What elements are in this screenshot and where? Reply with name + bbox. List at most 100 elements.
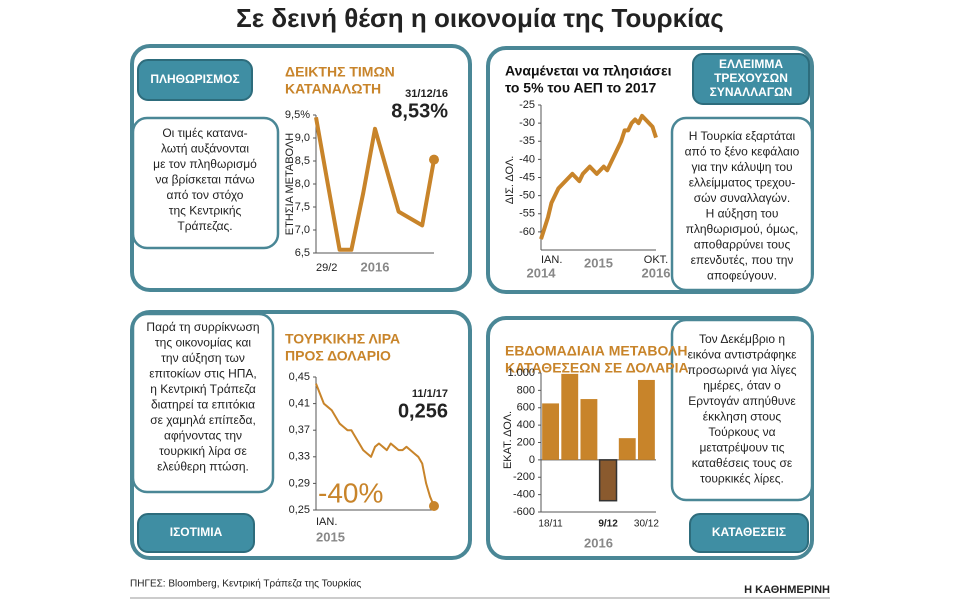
bar bbox=[561, 373, 579, 460]
description-line: καταθέσεις τους σε bbox=[692, 456, 793, 470]
y-tick-label: 9,0 bbox=[295, 132, 310, 144]
y-axis-label: ΕΚΑΤ. ΔΟΛ. bbox=[502, 411, 514, 469]
y-tick-label: -40 bbox=[519, 153, 535, 165]
description-line: Η αύξηση του bbox=[706, 207, 779, 221]
y-tick-label: 0,33 bbox=[289, 451, 310, 463]
y-tick-label: -400 bbox=[513, 489, 535, 501]
description-line: πληθωρισμού, όμως, bbox=[686, 222, 799, 236]
text-bubble bbox=[670, 318, 814, 502]
y-tick-label: -200 bbox=[513, 471, 535, 483]
year-label: 2014 bbox=[527, 265, 557, 280]
x-tick-label: 30/12 bbox=[634, 519, 659, 530]
chart-title: το 5% του ΑΕΠ το 2017 bbox=[505, 80, 656, 96]
x-tick-label: ΙΑΝ. bbox=[316, 516, 337, 528]
y-tick-label: -55 bbox=[519, 208, 535, 220]
y-tick-label: 600 bbox=[517, 402, 535, 414]
bar bbox=[598, 459, 618, 502]
panel-label: ΠΛΗΘΩΡΙΣΜΟΣ bbox=[150, 72, 239, 86]
year-label: 2015 bbox=[584, 255, 613, 270]
description-line: τουρκικές λίρες. bbox=[700, 472, 784, 486]
description-line: για την κάλυψη του bbox=[691, 160, 792, 174]
main-title: Σε δεινή θέση η οικονομία της Τουρκίας bbox=[236, 3, 724, 33]
panel-tab bbox=[137, 513, 255, 553]
description-line: προσωρινά για λίγες bbox=[687, 363, 796, 377]
description-line: σών συναλλαγών. bbox=[694, 191, 790, 205]
y-tick-label: 200 bbox=[517, 436, 535, 448]
chart-title: Αναμένεται να πλησιάσει bbox=[505, 63, 672, 79]
y-tick-label: -35 bbox=[519, 135, 535, 147]
chart-title: ΕΒΔΟΜΑΔΙΑΙΑ ΜΕΤΑΒΟΛΗ bbox=[505, 343, 687, 359]
x-axis-label: 2016 bbox=[584, 535, 613, 550]
y-tick-label: 0,25 bbox=[289, 504, 310, 516]
description-line: εικόνα αντιστράφηκε bbox=[688, 348, 798, 362]
description-line: Παρά τη συρρίκνωση bbox=[146, 320, 259, 334]
change-label: -40% bbox=[318, 477, 383, 508]
line bbox=[539, 113, 658, 240]
description-line: Οι τιμές κατανα- bbox=[162, 126, 247, 140]
panel-tab bbox=[692, 53, 810, 105]
y-tick-label: 7,5 bbox=[295, 201, 310, 213]
description-line: την αύξηση των bbox=[161, 351, 245, 365]
source: ΠΗΓΕΣ: Bloomberg, Κεντρική Τράπεζα της Τ… bbox=[130, 578, 361, 590]
y-tick-label: 0 bbox=[529, 454, 535, 466]
description-line: αποφεύγουν. bbox=[707, 269, 777, 283]
description-line: της οικονομίας και bbox=[155, 336, 251, 350]
x-tick-label: ΟΚΤ. bbox=[644, 254, 668, 266]
description-line: της Κεντρικής bbox=[169, 204, 242, 218]
y-tick-label: -600 bbox=[513, 506, 535, 518]
y-tick-label: -45 bbox=[519, 171, 535, 183]
y-tick-label: 9,5% bbox=[285, 109, 310, 121]
x-axis-label: 2015 bbox=[316, 529, 345, 544]
line bbox=[314, 116, 436, 252]
description-line: η Κεντρική Τράπεζα bbox=[150, 382, 256, 396]
description-line: Η Τουρκία εξαρτάται bbox=[689, 129, 796, 143]
annotation: 31/12/16 bbox=[405, 88, 448, 100]
annotation: 11/1/17 bbox=[412, 388, 448, 400]
x-tick-label: 29/2 bbox=[316, 262, 337, 274]
y-tick-label: 8,0 bbox=[295, 178, 310, 190]
y-tick-label: -30 bbox=[519, 117, 535, 129]
y-tick-label: 7,0 bbox=[295, 224, 310, 236]
x-tick-label: ΙΑΝ. bbox=[541, 254, 562, 266]
panel-tab bbox=[137, 59, 253, 101]
text-bubble bbox=[670, 116, 814, 292]
description-line: ελεύθερη πτώση. bbox=[157, 460, 249, 474]
y-tick-label: 0,29 bbox=[289, 477, 310, 489]
text-bubble bbox=[131, 116, 280, 250]
y-tick-label: -25 bbox=[519, 99, 535, 111]
description-line: ημέρες, όταν ο bbox=[703, 379, 781, 393]
bar bbox=[618, 438, 636, 460]
panel-label: ΤΡΕΧΟΥΣΩΝ bbox=[714, 71, 788, 85]
x-tick-label: 18/11 bbox=[538, 519, 563, 530]
y-tick-label: 8,5 bbox=[295, 155, 310, 167]
panel-label: ΣΥΝΑΛΛΑΓΩΝ bbox=[710, 85, 793, 99]
text-bubble bbox=[131, 312, 275, 494]
chart-title: ΤΟΥΡΚΙΚΗΣ ΛΙΡΑ bbox=[285, 331, 400, 347]
description-line: λωτή αυξάνονται bbox=[161, 142, 249, 156]
y-tick-label: 400 bbox=[517, 419, 535, 431]
description-line: σε χαμηλά επίπεδα, bbox=[150, 413, 256, 427]
panel-tab bbox=[689, 513, 809, 553]
description-line: ελλείμματος τρεχου- bbox=[689, 176, 796, 190]
description-line: επενδυτές, που την bbox=[691, 253, 794, 267]
y-tick-label: -50 bbox=[519, 190, 535, 202]
y-tick-label: 0,45 bbox=[289, 371, 310, 383]
y-tick-label: 0,41 bbox=[289, 398, 310, 410]
description-line: Τούρκους να bbox=[708, 425, 775, 439]
description-line: από το ξένο κεφάλαιο bbox=[685, 145, 800, 159]
description-line: να βρίσκεται πάνω bbox=[155, 173, 254, 187]
value-label: 8,53% bbox=[391, 100, 448, 122]
bar bbox=[580, 399, 598, 460]
y-axis-label: ΔΙΣ. ΔΟΛ. bbox=[504, 156, 516, 205]
y-axis-label: ΕΤΗΣΙΑ ΜΕΤΑΒΟΛΗ bbox=[284, 133, 296, 235]
year-label: 2016 bbox=[642, 265, 671, 280]
bar bbox=[637, 379, 655, 460]
description-line: με τον πληθωρισμό bbox=[153, 157, 257, 171]
y-tick-label: 1.000 bbox=[507, 367, 535, 379]
end-point bbox=[429, 501, 439, 512]
description-line: Τράπεζας. bbox=[177, 219, 232, 233]
description-line: τουρκική λίρα σε bbox=[159, 444, 247, 458]
line bbox=[315, 383, 435, 507]
panel-label: ΚΑΤΑΘΕΣΕΙΣ bbox=[712, 525, 786, 539]
